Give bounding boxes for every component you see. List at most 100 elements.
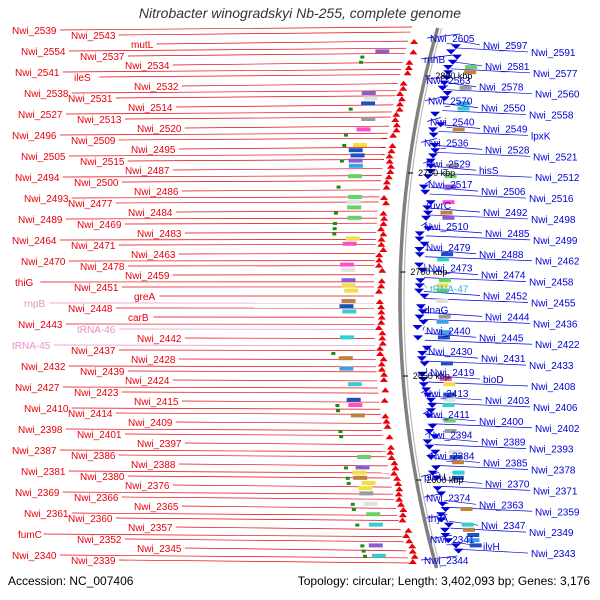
forward-gene-mark (391, 117, 400, 122)
reverse-gene-mark (443, 522, 454, 528)
left-gene-label: Nwi_2532 (134, 82, 179, 93)
right-gene-label: Nwi_2343 (531, 549, 576, 560)
reverse-gene-mark (421, 387, 432, 393)
left-connector (127, 475, 390, 479)
right-gene-label: Nwi_2413 (424, 389, 469, 400)
forward-gene-mark (377, 304, 386, 310)
reverse-gene-mark (425, 397, 436, 403)
reverse-gene-mark (429, 434, 440, 440)
cog-box-left (347, 205, 362, 210)
cog-box-left (357, 455, 372, 459)
right-gene-label: Nwi_2591 (531, 48, 576, 59)
right-gene-label: Nwi_2521 (533, 152, 578, 163)
cog-box-left (348, 403, 363, 407)
reverse-gene-mark (414, 262, 425, 268)
left-gene-label: Nwi_2386 (71, 451, 116, 462)
forward-gene-mark (377, 278, 386, 284)
left-connector (62, 175, 382, 178)
right-connector (426, 117, 441, 122)
right-gene-label: Nwi_2400 (479, 417, 524, 428)
label-connector-lines (40, 26, 533, 564)
right-gene-label: Nwi_2344 (424, 556, 469, 567)
cog-box-left (348, 195, 363, 199)
cog-box-right (442, 403, 455, 407)
left-gene-label: Nwi_2401 (77, 430, 122, 441)
left-connector (54, 344, 376, 346)
left-gene-label: Nwi_2531 (68, 94, 113, 105)
right-connector (439, 124, 481, 129)
genes-label: Genes: (517, 574, 557, 588)
left-gene-label: Nwi_2486 (134, 187, 179, 198)
forward-gene-mark (385, 434, 394, 440)
reverse-gene-mark (414, 231, 425, 237)
forward-gene-mark (408, 548, 417, 554)
left-gene-label: Nwi_2489 (18, 215, 63, 226)
right-connector (432, 165, 477, 171)
cog-box-right (464, 70, 477, 75)
left-connector (172, 484, 392, 488)
right-gene-label: Nwi_2445 (479, 333, 524, 344)
right-connector (450, 527, 527, 533)
left-gene-label: Nwi_2496 (12, 131, 57, 142)
cog-box-right (467, 538, 480, 543)
right-gene-label: Nwi_2549 (483, 124, 528, 135)
forward-gene-mark (382, 184, 391, 190)
reverse-gene-mark (422, 345, 433, 351)
cog-box-left (368, 543, 383, 548)
right-connector (427, 381, 529, 387)
right-gene-label: Nwi_2378 (531, 466, 576, 477)
forward-gene-mark (379, 231, 388, 237)
forward-gene-mark (379, 247, 388, 252)
left-gene-label: Nwi_2484 (128, 208, 173, 219)
right-connector (455, 548, 529, 554)
right-gene-label: thyA (428, 514, 448, 525)
reverse-gene-mark (439, 96, 450, 102)
right-gene-label: Nwi_2558 (529, 111, 574, 122)
right-connector (425, 353, 479, 359)
left-connector (172, 62, 403, 66)
cog-box-left (353, 475, 368, 480)
left-connector (118, 559, 410, 564)
cog-box-left (361, 481, 376, 485)
forward-gene-mark (378, 340, 387, 346)
right-gene-label: Nwi_2462 (535, 257, 580, 268)
left-connector (124, 538, 404, 543)
forward-gene-mark (397, 501, 406, 507)
reverse-gene-mark (417, 267, 428, 273)
accession-value: NC_007406 (69, 574, 134, 588)
right-connector (445, 506, 533, 512)
left-gene-label: Nwi_2345 (137, 544, 182, 555)
reverse-gene-mark (426, 455, 437, 460)
reverse-gene-mark (442, 91, 453, 96)
right-connector (430, 186, 479, 192)
green-marker (351, 508, 356, 511)
right-gene-label: Nwi_2402 (535, 424, 580, 435)
reverse-gene-mark (425, 408, 436, 414)
right-gene-label: Nwi_2474 (481, 271, 526, 282)
reverse-gene-mark (418, 319, 429, 325)
reverse-gene-mark (437, 501, 448, 507)
right-connector (424, 256, 533, 262)
forward-gene-mark (408, 559, 417, 564)
forward-gene-mark (377, 283, 386, 289)
forward-gene-mark (383, 423, 392, 429)
reverse-gene-mark (436, 517, 447, 523)
reverse-gene-mark (435, 122, 446, 128)
cog-box-right (452, 127, 465, 132)
cog-box-left (339, 366, 354, 371)
right-gene-label: Nwi_2506 (481, 187, 526, 198)
reverse-gene-mark (418, 184, 429, 190)
reverse-gene-mark (422, 174, 433, 180)
reverse-gene-mark (450, 543, 461, 549)
cog-box-right (461, 522, 474, 527)
green-marker (355, 523, 360, 527)
cog-box-left (358, 486, 373, 491)
right-connector (425, 368, 428, 373)
length-label: Length: (397, 574, 438, 588)
right-gene-label: rnhB (424, 55, 445, 66)
reverse-gene-mark (427, 127, 438, 133)
reverse-gene-mark (414, 288, 425, 294)
right-connector (424, 179, 432, 185)
forward-gene-mark (375, 257, 384, 263)
forward-gene-mark (395, 486, 404, 492)
